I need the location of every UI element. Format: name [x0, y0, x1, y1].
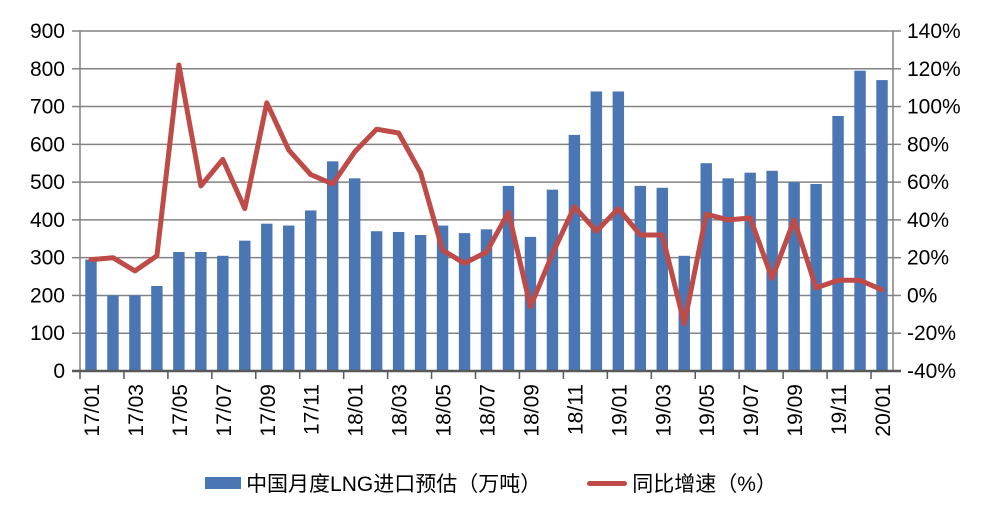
right-axis-tick-label: -20%	[907, 322, 956, 345]
legend-item-bars: 中国月度LNG进口预估（万吨）	[205, 468, 541, 498]
bar	[656, 187, 668, 371]
left-axis-tick-label: 500	[30, 171, 65, 194]
x-axis-tick-label: 17/07	[213, 384, 236, 437]
x-axis-tick-label: 17/09	[257, 384, 280, 437]
right-axis-tick-label: 60%	[907, 171, 949, 194]
bar	[876, 80, 888, 372]
legend-bar-swatch-icon	[205, 477, 242, 489]
left-axis-tick-label: 100	[30, 322, 65, 345]
left-axis-tick-label: 700	[30, 96, 65, 119]
bar	[261, 223, 273, 371]
bar	[173, 252, 185, 371]
bar	[195, 252, 207, 371]
legend: 中国月度LNG进口预估（万吨） 同比增速（%）	[0, 468, 982, 498]
bar	[85, 259, 97, 371]
bar	[458, 233, 471, 371]
bar	[722, 178, 734, 371]
line-series	[88, 62, 885, 327]
bar	[568, 134, 581, 371]
bar	[810, 184, 822, 371]
x-axis-tick-label: 17/03	[125, 384, 148, 437]
right-axis-tick-label: 0%	[907, 284, 937, 307]
bar	[612, 91, 625, 371]
right-axis-tick-label: 80%	[907, 133, 949, 156]
right-axis-tick-label: 40%	[907, 209, 949, 232]
left-axis-tick-label: 600	[30, 133, 65, 156]
x-axis-tick-label: 19/03	[652, 384, 675, 437]
left-axis-tick-label: 0	[53, 360, 65, 383]
x-axis-tick-label: 18/09	[520, 384, 543, 437]
bar	[436, 225, 449, 371]
legend-bar-label: 中国月度LNG进口预估（万吨）	[246, 473, 542, 496]
right-axis-tick-label: -40%	[907, 360, 956, 383]
x-axis-tick-label: 18/07	[477, 384, 500, 437]
bar	[129, 295, 141, 371]
bar	[414, 235, 427, 371]
x-axis-tick-label: 17/11	[301, 384, 324, 435]
legend-line-label: 同比增速（%）	[632, 473, 777, 496]
left-axis-tick-label: 900	[30, 20, 65, 43]
bar	[480, 229, 493, 371]
x-axis-tick-label: 19/05	[696, 384, 719, 437]
x-axis-tick-label: 17/01	[81, 384, 104, 437]
bar	[788, 182, 800, 371]
x-axis-tick-label: 18/05	[433, 384, 456, 437]
x-axis-tick-label: 17/05	[169, 384, 192, 437]
bar	[217, 255, 229, 371]
bar	[766, 170, 778, 371]
bar	[283, 225, 295, 371]
x-axis-tick-label: 19/01	[608, 384, 631, 437]
x-axis-tick-label: 19/07	[740, 384, 763, 437]
right-axis-tick-label: 140%	[907, 20, 961, 43]
bar	[502, 185, 515, 371]
bar	[854, 70, 866, 372]
bar	[107, 295, 119, 371]
left-axis-tick-label: 200	[30, 284, 65, 307]
left-axis-tick-label: 300	[30, 247, 65, 270]
x-axis-tick-label: 20/01	[872, 384, 895, 437]
legend-item-line: 同比增速（%）	[587, 468, 777, 498]
bar	[392, 231, 405, 371]
bar	[700, 163, 712, 371]
bar	[546, 189, 559, 371]
bar	[634, 185, 647, 371]
bar	[151, 286, 163, 371]
left-axis-tick-label: 800	[30, 58, 65, 81]
right-axis-tick-label: 100%	[907, 96, 961, 119]
legend-line-swatch-icon	[587, 480, 628, 486]
bar	[348, 178, 361, 371]
right-axis-tick-label: 120%	[907, 58, 961, 81]
bar	[832, 116, 844, 371]
bar	[305, 210, 317, 371]
x-axis-tick-label: 18/11	[564, 384, 587, 435]
left-axis-tick-label: 400	[30, 209, 65, 232]
bar	[370, 231, 383, 371]
x-axis-tick-label: 18/03	[389, 384, 412, 437]
bar	[744, 172, 756, 371]
x-axis-tick-label: 18/01	[345, 384, 368, 437]
right-axis-tick-label: 20%	[907, 247, 949, 270]
bar	[239, 240, 251, 371]
x-axis-tick-label: 19/09	[784, 384, 807, 437]
x-axis-tick-label: 19/11	[828, 384, 851, 435]
bar	[326, 161, 339, 371]
chart-svg: 0 100 200 300 400 500 600 700 800 900 -40% -20% 0% 20…	[30, 20, 961, 437]
